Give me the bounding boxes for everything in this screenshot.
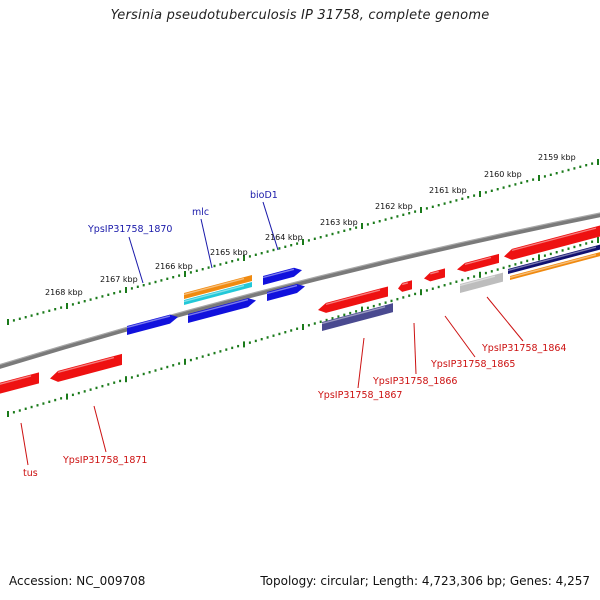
gene-1864-grey-track-shine [459, 275, 496, 287]
gene-1864-grey-track-body [460, 272, 503, 293]
gene-1867-arrow-body [318, 286, 388, 313]
gene-features [0, 225, 600, 394]
gene-label-tus[interactable]: tus [23, 468, 38, 479]
kbp-label-2167: 2167 kbp [100, 275, 138, 284]
gene-biod1b-arrow-shine [266, 284, 298, 295]
gene-1867-arrow-shine [325, 289, 381, 306]
gene-mlc-orange-track-body [184, 274, 252, 299]
gene-biod1b-arrow [266, 284, 305, 301]
kbp-label-2160: 2160 kbp [484, 170, 522, 179]
gene-1866-arrow [398, 280, 412, 292]
leader-1870 [128, 236, 144, 284]
gene-1871-arrow [50, 353, 122, 382]
genome-title: Yersinia pseudotuberculosis IP 31758, co… [110, 8, 490, 23]
kbp-label-2162: 2162 kbp [375, 202, 413, 211]
gene-tus-arrow-body [0, 372, 39, 394]
kbp-label-2161: 2161 kbp [429, 186, 467, 195]
lower-ruler [7, 237, 599, 417]
gene-1863-navy-track [507, 244, 600, 274]
gene-1864-arrow [457, 253, 499, 272]
label-leader-lines [20, 201, 524, 466]
gene-1870-arrow-body [127, 314, 178, 335]
gene-mlc-cyan-track-body [184, 281, 252, 305]
leader-1865 [444, 315, 476, 358]
gene-labels: YpsIP31758_1870 mlc bioD1 tus YpsIP31758… [23, 190, 566, 479]
gene-mlc-cyan-track-shine [183, 284, 245, 303]
kbp-label-2163: 2163 kbp [320, 218, 358, 227]
gene-tus-arrow-shine [0, 375, 32, 385]
kbp-label-2164: 2164 kbp [265, 233, 303, 242]
gene-mlc-orange-track-shine [183, 277, 245, 296]
kbp-label-2159: 2159 kbp [538, 153, 576, 162]
leader-tus [20, 422, 29, 466]
gene-1867-slate-track-shine [321, 306, 386, 325]
gene-label-ypsip31758-1867[interactable]: YpsIP31758_1867 [317, 390, 402, 401]
gene-label-ypsip31758-1866[interactable]: YpsIP31758_1866 [372, 376, 457, 387]
kbp-label-2168: 2168 kbp [45, 288, 83, 297]
gene-1865-arrow-shine [430, 270, 439, 275]
accession-text: Accession: NC_009708 [9, 574, 146, 588]
gene-biod1b-arrow-body [267, 284, 305, 301]
gene-label-ypsip31758-1865[interactable]: YpsIP31758_1865 [430, 359, 515, 370]
kbp-label-2166: 2166 kbp [155, 262, 193, 271]
gene-1863-navy-track-body [508, 244, 600, 274]
gene-1870-arrow [126, 314, 178, 335]
genome-backbone [0, 212, 600, 369]
leader-1866 [413, 322, 417, 375]
gene-1863-navy-track-shine [507, 246, 597, 272]
gene-1871-arrow-body [50, 353, 122, 382]
gene-label-ypsip31758-1870[interactable]: YpsIP31758_1870 [87, 224, 172, 235]
gene-label-biod1[interactable]: bioD1 [250, 190, 278, 201]
gene-1867-slate-track-body [322, 303, 393, 331]
gene-mlc-cyan-track [183, 281, 252, 305]
gene-1863-arrow [504, 225, 600, 260]
gene-mlc-orange-track [183, 274, 252, 299]
backbone-line [0, 212, 600, 369]
gene-tus-arrow [0, 372, 39, 394]
leader-1864 [486, 296, 524, 342]
gene-mlc-arrow [187, 298, 256, 323]
gene-label-mlc[interactable]: mlc [192, 207, 209, 218]
kbp-label-2165: 2165 kbp [210, 248, 248, 257]
gene-1867-arrow [318, 286, 388, 313]
gene-1863-orange-track [509, 252, 600, 280]
gene-1871-arrow-shine [57, 356, 115, 374]
backbone-highlight [0, 212, 600, 366]
leader-mlc [200, 218, 213, 269]
gene-1863-orange-track-body [510, 252, 600, 280]
gene-1863-orange-track-shine [509, 254, 597, 279]
gene-1865-arrow-body [424, 268, 445, 282]
kbp-labels: 2159 kbp 2160 kbp 2161 kbp 2162 kbp 2163… [45, 153, 576, 297]
upper-ruler [7, 159, 599, 325]
gene-biod1-arrow-body [263, 267, 302, 285]
gene-label-ypsip31758-1864[interactable]: YpsIP31758_1864 [481, 343, 566, 354]
gene-1863-arrow-shine [511, 227, 597, 252]
leader-1871 [93, 405, 107, 453]
gene-1864-grey-track [459, 272, 503, 293]
gene-1864-arrow-shine [464, 256, 492, 266]
leader-biod1 [262, 201, 279, 251]
gene-1870-arrow-shine [126, 315, 171, 329]
gene-1863-arrow-body [504, 225, 600, 260]
gene-1867-slate-track [321, 303, 393, 331]
gene-biod1-arrow [262, 267, 302, 285]
gene-mlc-arrow-body [188, 298, 256, 323]
gene-1866-arrow-body [398, 280, 412, 292]
gene-biod1-arrow-shine [262, 268, 295, 279]
genome-summary-text: Topology: circular; Length: 4,723,306 bp… [260, 574, 590, 588]
gene-1864-arrow-body [457, 253, 499, 272]
gene-1865-arrow [424, 268, 445, 282]
leader-1867 [357, 337, 365, 389]
gene-mlc-arrow-shine [187, 298, 249, 317]
gene-1866-arrow-shine [402, 282, 408, 286]
gene-label-ypsip31758-1871[interactable]: YpsIP31758_1871 [62, 455, 147, 466]
